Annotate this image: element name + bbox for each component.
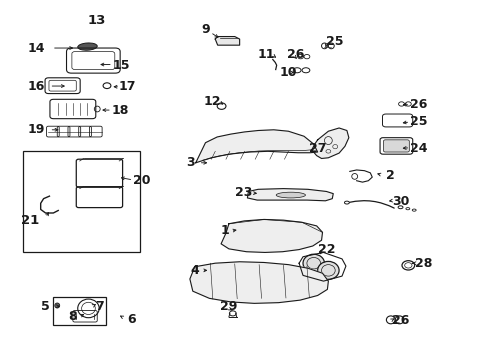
Text: 6: 6 <box>127 312 135 326</box>
Text: 9: 9 <box>201 23 209 36</box>
Text: 15: 15 <box>113 59 130 72</box>
Text: 24: 24 <box>409 142 427 155</box>
Ellipse shape <box>270 232 290 246</box>
Text: 25: 25 <box>325 35 343 48</box>
Text: 1: 1 <box>220 224 229 238</box>
Polygon shape <box>247 189 332 201</box>
Text: 19: 19 <box>27 123 45 136</box>
Ellipse shape <box>303 254 324 272</box>
Ellipse shape <box>242 230 262 244</box>
Text: 16: 16 <box>27 80 45 93</box>
Polygon shape <box>215 37 239 45</box>
Text: 10: 10 <box>279 66 297 79</box>
Text: 20: 20 <box>133 174 150 186</box>
Text: 18: 18 <box>111 104 128 117</box>
Ellipse shape <box>78 43 97 50</box>
Text: 28: 28 <box>414 257 432 270</box>
Ellipse shape <box>276 192 305 198</box>
Text: 26: 26 <box>391 314 408 327</box>
FancyBboxPatch shape <box>383 140 408 152</box>
Text: 8: 8 <box>68 310 77 324</box>
Text: 30: 30 <box>391 195 408 208</box>
Text: 23: 23 <box>234 186 252 199</box>
Polygon shape <box>221 220 322 252</box>
Polygon shape <box>189 262 328 303</box>
Text: 14: 14 <box>27 41 45 54</box>
Text: 21: 21 <box>21 214 39 227</box>
Text: 17: 17 <box>119 80 136 93</box>
Text: 2: 2 <box>386 169 394 182</box>
Text: 27: 27 <box>308 142 325 155</box>
Text: 26: 26 <box>409 98 427 111</box>
Polygon shape <box>311 128 348 158</box>
Text: 13: 13 <box>88 14 106 27</box>
Text: 5: 5 <box>41 300 50 313</box>
Text: 4: 4 <box>190 264 199 277</box>
Bar <box>53 297 105 325</box>
Text: 12: 12 <box>203 95 221 108</box>
Text: 25: 25 <box>409 116 427 129</box>
Bar <box>22 151 140 252</box>
Text: 11: 11 <box>257 48 275 61</box>
Text: 3: 3 <box>186 156 195 169</box>
Text: 29: 29 <box>220 300 237 313</box>
Polygon shape <box>195 130 317 163</box>
Text: 22: 22 <box>317 243 334 256</box>
Ellipse shape <box>317 261 338 279</box>
Text: 26: 26 <box>286 48 304 61</box>
Ellipse shape <box>55 303 60 308</box>
Text: 7: 7 <box>95 300 103 313</box>
